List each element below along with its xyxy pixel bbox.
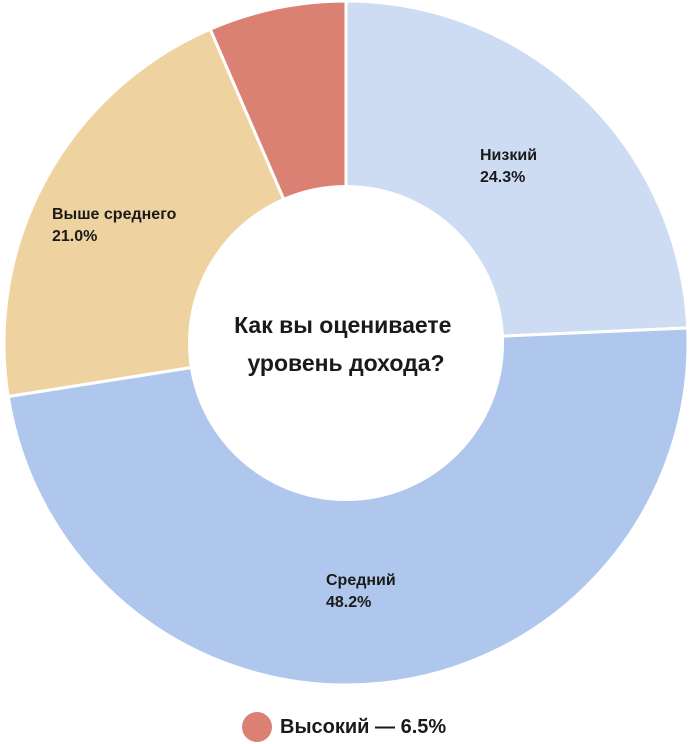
chart-title-line-1: Как вы оцениваете <box>234 312 451 338</box>
legend-entry-high: Высокий — 6.5% <box>280 715 447 738</box>
chart-title: Как вы оцениваете уровень дохода? <box>234 312 458 376</box>
legend-swatch-high <box>242 712 272 742</box>
slice-label-1: Низкий 24.3% <box>480 147 537 186</box>
slice-value-3: 21.0% <box>52 228 97 245</box>
slice-value-2: 48.2% <box>326 594 371 611</box>
slice-value-1: 24.3% <box>480 169 525 186</box>
chart-title-line-2: уровень дохода? <box>247 350 444 376</box>
donut-hole <box>188 185 504 501</box>
slice-2 <box>6 326 690 687</box>
chart-legend: Высокий — 6.5% <box>242 711 446 743</box>
slice-label-3: Выше среднего 21.0% <box>52 206 177 245</box>
slice-name-3: Выше среднего <box>52 206 177 223</box>
slice-labels-layer: Низкий 24.3% Средний 48.2% Выше среднего 21.0… <box>52 147 537 611</box>
slice-label-2: Средний 48.2% <box>326 572 396 611</box>
slice-name-2: Средний <box>326 572 396 589</box>
slice-name-1: Низкий <box>480 147 537 164</box>
